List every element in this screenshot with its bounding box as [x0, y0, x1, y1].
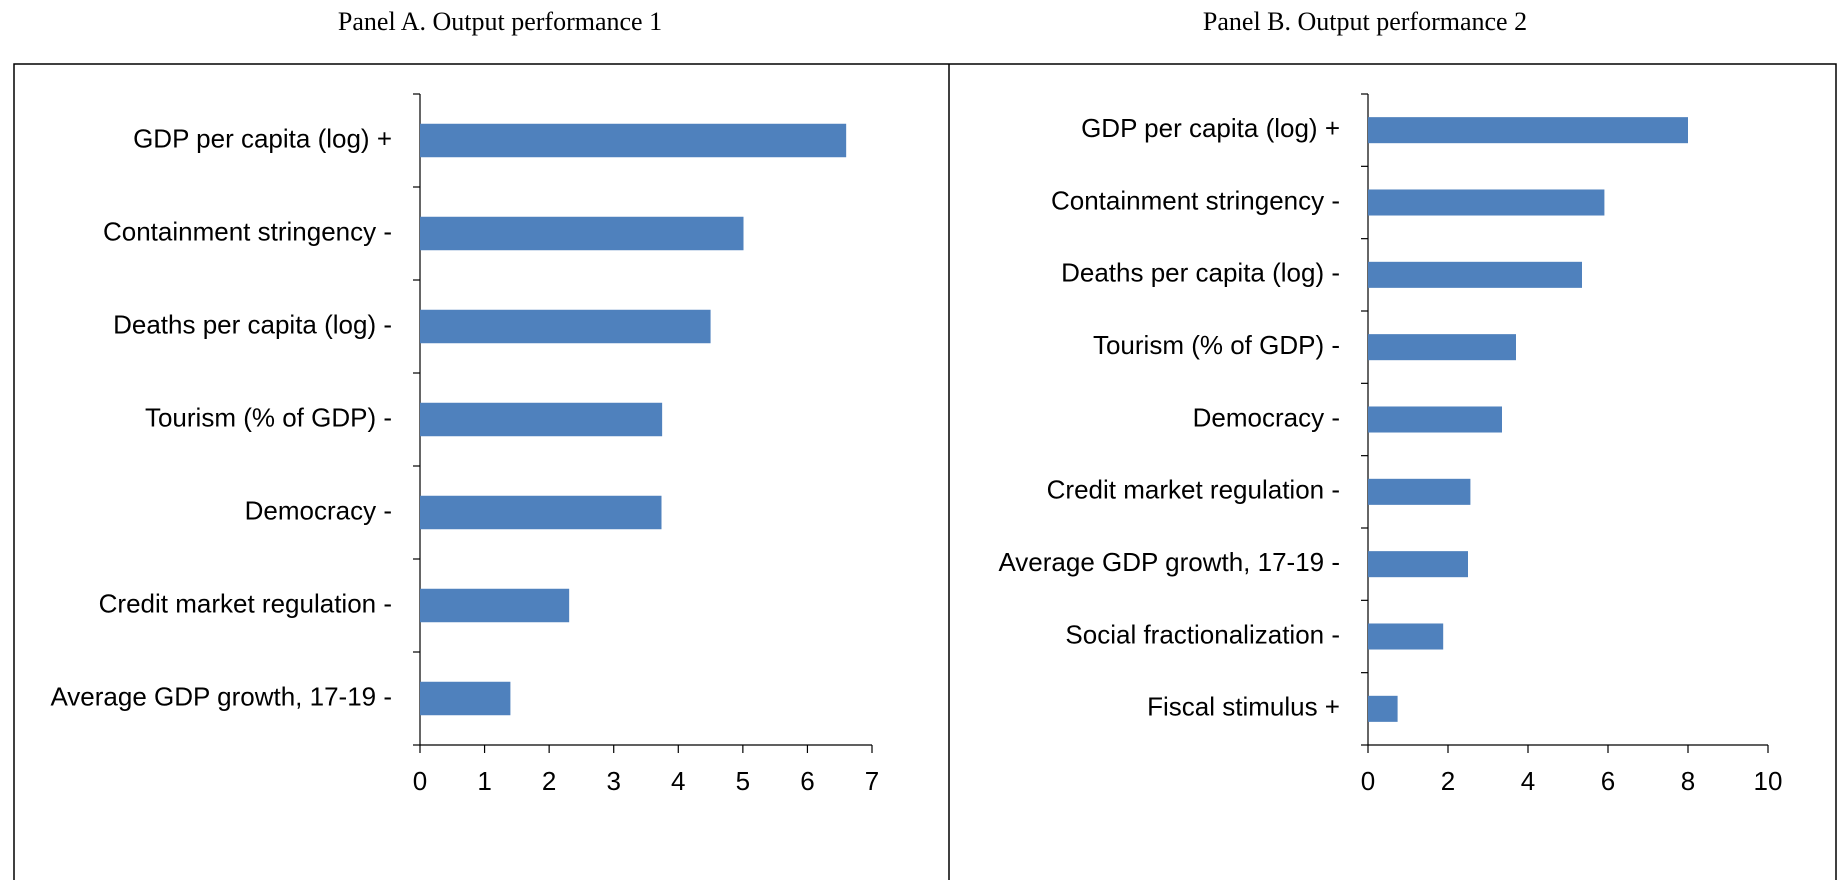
bar [1368, 478, 1471, 505]
x-tick-label: 6 [800, 766, 814, 796]
x-tick-label: 10 [1754, 766, 1783, 796]
bar [1368, 623, 1444, 650]
category-label: Containment stringency - [1051, 185, 1340, 215]
bar [420, 402, 663, 437]
category-label: Containment stringency - [103, 216, 392, 246]
bar [420, 495, 662, 530]
panel-title: Panel B. Output performance 2 [1203, 7, 1527, 36]
bar [1368, 261, 1582, 288]
bar [1368, 551, 1468, 578]
bar [1368, 406, 1502, 433]
bar [1368, 334, 1516, 361]
panel-title: Panel A. Output performance 1 [338, 7, 662, 36]
category-label: Democracy - [245, 495, 392, 525]
x-tick-label: 7 [865, 766, 879, 796]
category-label: Deaths per capita (log) - [1061, 258, 1340, 288]
category-label: Average GDP growth, 17-19 - [998, 547, 1340, 577]
bar [1368, 117, 1688, 144]
category-label: GDP per capita (log) + [1081, 113, 1340, 143]
x-tick-label: 1 [477, 766, 491, 796]
frame [13, 63, 1837, 880]
x-tick-label: 0 [413, 766, 427, 796]
bar [1368, 695, 1398, 722]
bar [420, 681, 511, 716]
x-tick-label: 5 [736, 766, 750, 796]
category-label: Credit market regulation - [1047, 475, 1340, 505]
x-tick-label: 2 [542, 766, 556, 796]
category-label: Democracy - [1193, 402, 1340, 432]
bar [420, 588, 570, 623]
bar [420, 309, 711, 344]
bar [420, 123, 847, 158]
x-tick-label: 3 [606, 766, 620, 796]
bar [1368, 189, 1605, 216]
category-label: GDP per capita (log) + [133, 123, 392, 153]
x-tick-label: 4 [1521, 766, 1535, 796]
x-tick-label: 0 [1361, 766, 1375, 796]
x-tick-label: 6 [1601, 766, 1615, 796]
x-tick-label: 2 [1441, 766, 1455, 796]
bar [420, 216, 744, 251]
x-tick-label: 8 [1681, 766, 1695, 796]
category-label: Tourism (% of GDP) - [145, 402, 392, 432]
category-label: Credit market regulation - [99, 588, 392, 618]
x-tick-label: 4 [671, 766, 685, 796]
category-label: Fiscal stimulus + [1147, 692, 1340, 722]
category-label: Average GDP growth, 17-19 - [50, 681, 392, 711]
category-label: Social fractionalization - [1065, 619, 1340, 649]
category-label: Tourism (% of GDP) - [1093, 330, 1340, 360]
category-label: Deaths per capita (log) - [113, 309, 392, 339]
